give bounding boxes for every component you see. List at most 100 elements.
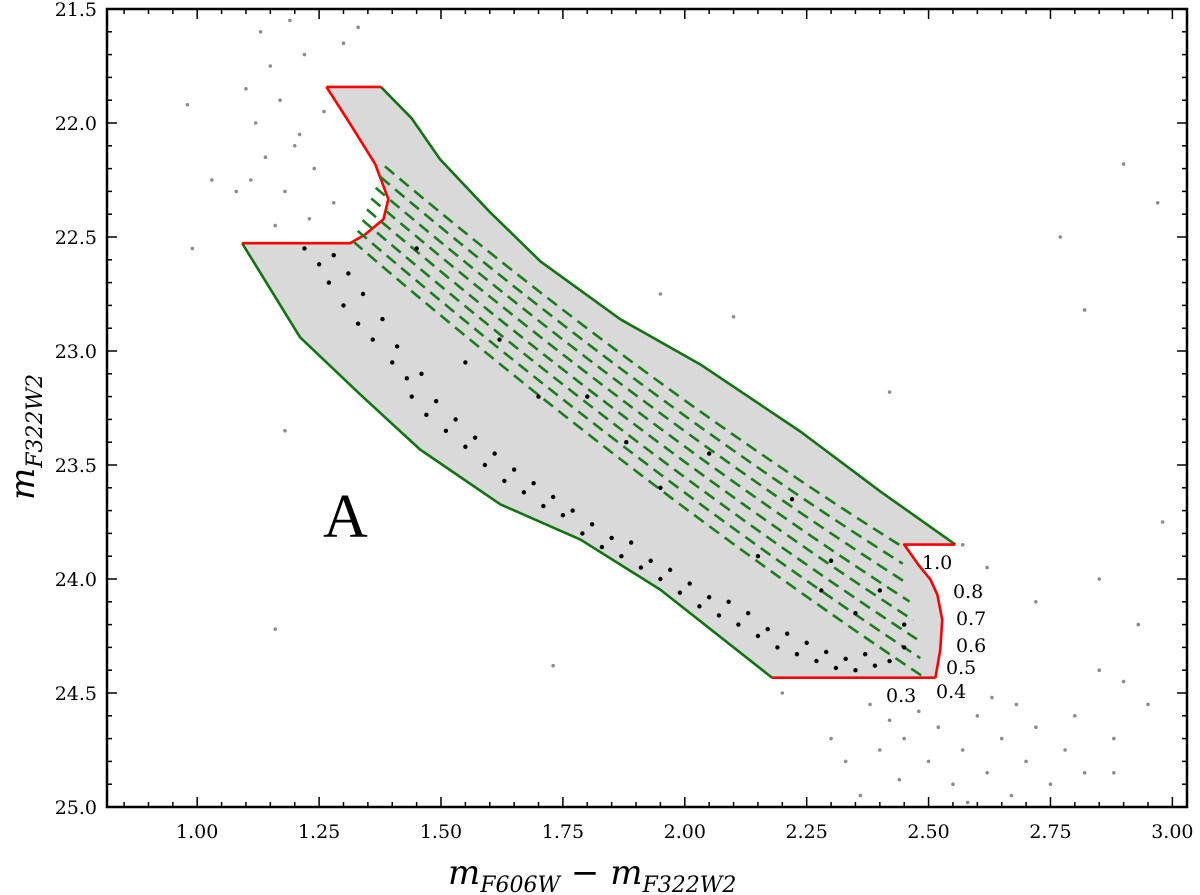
field-star: [312, 166, 317, 171]
field-star: [249, 178, 253, 182]
level-label: 0.3: [886, 685, 916, 707]
field-star: [843, 759, 848, 764]
selected-star: [394, 344, 400, 349]
selected-star: [390, 360, 395, 365]
field-star: [253, 121, 258, 125]
plot-frame: [105, 7, 1189, 809]
selected-star: [794, 652, 800, 657]
field-star: [960, 543, 965, 547]
y-tick-label: 22.5: [55, 227, 97, 249]
field-star: [356, 25, 360, 30]
field-star: [1146, 702, 1150, 707]
region-label: A: [323, 483, 368, 551]
field-star: [658, 292, 663, 296]
field-star: [780, 691, 785, 695]
selected-star: [862, 652, 868, 657]
y-tick-label: 24.5: [55, 683, 97, 705]
level-label: 0.6: [956, 635, 986, 657]
selected-star: [828, 558, 834, 563]
field-star: [1112, 771, 1116, 775]
level-label: 0.4: [936, 681, 966, 703]
selected-star: [697, 604, 702, 609]
dashed-line-0.3: [352, 240, 925, 679]
selected-star: [877, 588, 883, 593]
selected-star: [433, 398, 439, 404]
selected-star: [414, 246, 419, 251]
field-star: [1155, 201, 1160, 205]
field-star: [551, 663, 555, 668]
selected-star: [687, 581, 692, 586]
selected-star: [497, 337, 502, 342]
field-star: [258, 30, 263, 34]
selected-star: [789, 497, 795, 502]
level-label: 1.0: [922, 552, 952, 574]
selected-star: [902, 645, 907, 650]
field-star: [917, 709, 921, 714]
x-tick-label: 1.00: [176, 821, 218, 843]
selected-star: [463, 444, 468, 449]
selected-star: [638, 565, 644, 570]
x-tick-label: 2.25: [786, 821, 828, 843]
field-star: [897, 777, 902, 782]
left-red-curve: [242, 86, 390, 245]
dashed-line-0.8: [374, 186, 907, 584]
field-star: [1024, 759, 1028, 764]
selected-star: [463, 360, 468, 365]
selected-star: [341, 303, 346, 308]
selected-star: [409, 394, 414, 399]
x-tick-label: 1.75: [542, 821, 584, 843]
field-star: [302, 52, 307, 57]
selected-star: [843, 656, 848, 661]
x-tick-label: 2.00: [664, 821, 706, 843]
field-star: [985, 771, 989, 775]
selected-star: [775, 645, 780, 650]
selected-star: [453, 417, 458, 422]
y-axis-label: mF322W2: [3, 374, 48, 500]
field-star: [1014, 702, 1019, 707]
level-label: 0.7: [956, 608, 986, 630]
selected-star: [521, 490, 527, 495]
x-label-sub1: F606W: [479, 873, 562, 895]
x-tick-label: 1.25: [298, 821, 340, 843]
dashed-line-0.9: [379, 176, 904, 565]
field-star: [1063, 748, 1067, 752]
selected-star: [872, 663, 878, 668]
selected-star: [755, 633, 761, 639]
field-star: [1136, 622, 1141, 627]
y-tick-label: 24.0: [55, 569, 97, 591]
y-tick-label: 25.0: [55, 797, 97, 819]
field-star: [999, 736, 1004, 741]
selected-star: [424, 412, 429, 418]
field-star: [1073, 714, 1077, 718]
field-star: [283, 429, 287, 433]
field-star: [951, 782, 955, 786]
field-star: [322, 109, 326, 114]
x-label-m1: m: [448, 853, 480, 893]
selection-region: [240, 85, 957, 680]
field-star: [1097, 577, 1102, 581]
x-tick-label: 3.00: [1151, 821, 1193, 843]
x-axis-label: mF606W − mF322W2: [448, 853, 736, 895]
selected-star: [814, 658, 819, 664]
dashed-line-1: [384, 165, 901, 546]
field-star: [331, 201, 336, 205]
field-star: [990, 695, 994, 700]
field-star: [1009, 793, 1014, 798]
dashed-line-0.7: [370, 197, 911, 603]
level-labels: 1.00.8 0.7 0.60.50.4 0.3: [886, 552, 986, 707]
selected-star: [346, 271, 351, 276]
x-label-minus: −: [560, 853, 610, 893]
selected-star: [902, 622, 907, 627]
field-star: [1034, 600, 1038, 604]
selected-star: [360, 291, 366, 297]
level-label: 0.5: [946, 657, 976, 679]
field-star: [244, 87, 248, 91]
y-tick-label: 21.5: [55, 0, 97, 21]
right-red-curve: [902, 543, 956, 678]
field-star: [936, 725, 941, 729]
selected-star: [355, 321, 361, 326]
selected-star: [736, 622, 741, 627]
field-star: [1160, 520, 1165, 524]
x-tick-label: 1.50: [420, 821, 462, 843]
selected-star: [853, 668, 858, 673]
